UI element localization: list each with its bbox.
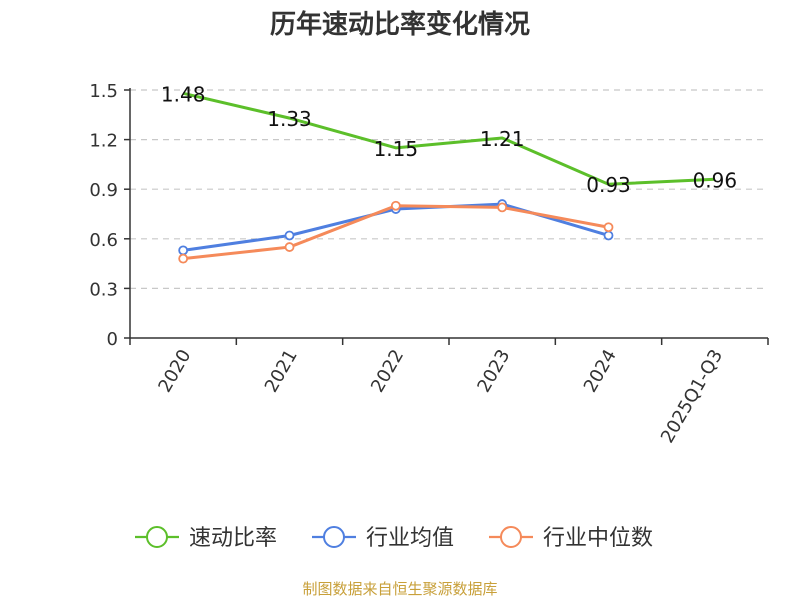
data-point <box>178 253 189 264</box>
x-tick-label: 2022 <box>367 346 408 396</box>
x-tick-label: 2023 <box>473 346 514 396</box>
data-point <box>603 222 614 233</box>
data-point <box>497 202 508 213</box>
legend-item[interactable]: 速动比率 <box>135 526 277 551</box>
data-label: 1.21 <box>480 127 525 151</box>
legend-label: 行业均值 <box>366 526 454 551</box>
y-tick-label: 0 <box>107 329 118 350</box>
y-tick-label: 1.2 <box>89 131 118 152</box>
data-point <box>284 242 295 252</box>
source-footer: 制图数据来自恒生聚源数据库 <box>302 580 498 598</box>
data-label: 1.33 <box>267 107 312 131</box>
x-tick-label: 2021 <box>261 346 302 396</box>
series-line-速动比率 <box>182 91 715 186</box>
legend-marker <box>323 526 345 548</box>
legend-marker <box>500 526 522 548</box>
x-tick-label: 2024 <box>580 346 621 396</box>
axes: 0 0.3 0.6 0.9 1.2 1.5 2020 2021 2022 2023 2024 2025… <box>89 81 769 447</box>
y-tick-label: 0.3 <box>89 279 118 300</box>
x-tick-label: 2025Q1-Q3 <box>657 346 727 447</box>
legend[interactable]: 速动比率 行业均值 行业中位数 <box>135 526 653 551</box>
legend-label: 行业中位数 <box>543 526 653 551</box>
data-point <box>284 230 295 241</box>
data-point <box>390 200 401 211</box>
y-tick-label: 0.9 <box>89 180 118 201</box>
chart-title: 历年速动比率变化情况 <box>269 10 530 40</box>
legend-label: 速动比率 <box>189 526 277 551</box>
data-point <box>603 230 614 241</box>
data-label: 1.48 <box>161 82 206 106</box>
data-label: 1.15 <box>374 137 419 161</box>
y-tick-label: 1.5 <box>89 81 118 102</box>
series-lines <box>178 91 715 264</box>
data-label: 0.96 <box>693 168 738 192</box>
data-labels: 1.48 1.33 1.15 1.21 0.93 0.96 <box>161 82 737 197</box>
data-label: 0.93 <box>586 173 631 197</box>
data-point <box>178 245 189 256</box>
grid-lines <box>130 89 768 289</box>
legend-marker <box>146 526 168 548</box>
x-tick-label: 2020 <box>154 346 195 396</box>
y-tick-label: 0.6 <box>89 230 118 251</box>
legend-item[interactable]: 行业中位数 <box>489 526 653 551</box>
legend-item[interactable]: 行业均值 <box>312 526 454 551</box>
